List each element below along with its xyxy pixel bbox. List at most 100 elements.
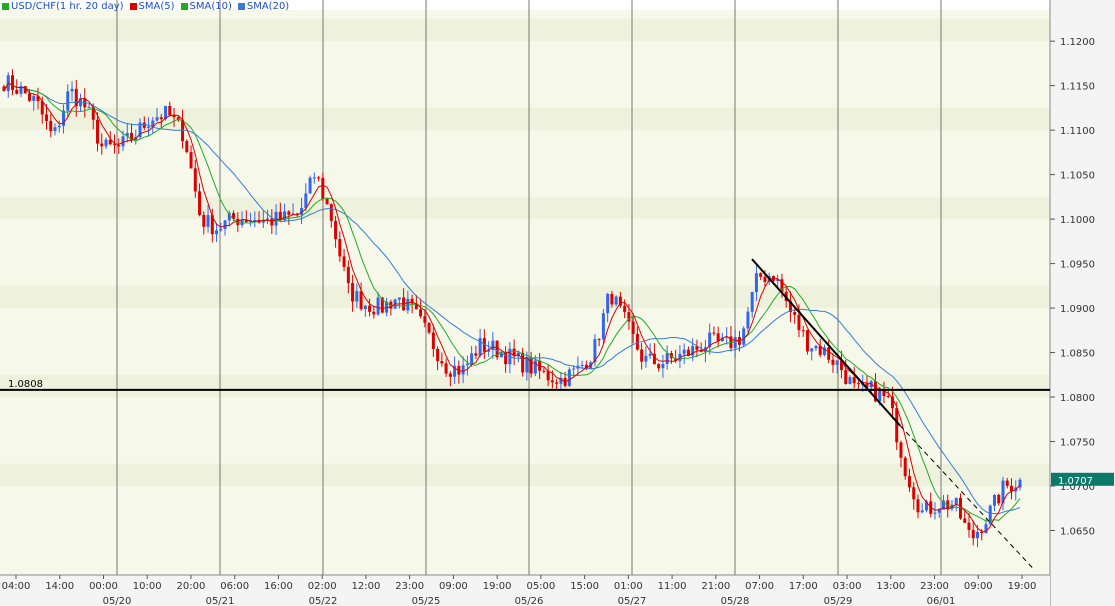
x-date-label: 05/22 [309,596,338,606]
candle-body [317,177,321,179]
candle-body [236,218,240,226]
candle-body [708,332,712,348]
candle-body [172,115,176,118]
candle-body [941,500,945,510]
candle-body [329,204,333,221]
x-tick-label: 01:00 [614,581,643,592]
candle-body [159,117,163,120]
candle-body [606,293,610,314]
candle-body [546,370,550,381]
candle-body [2,86,6,91]
candle-body [397,297,401,300]
x-tick-label: 05:00 [526,581,555,592]
candle-body [287,211,291,215]
legend-swatch-sma10 [180,3,188,10]
candle-body [652,353,656,365]
candle-body [376,297,380,315]
plot-band [0,196,1050,220]
candle-body [283,211,287,221]
candle-body [295,213,299,215]
x-tick-label: 06:00 [220,581,249,592]
candle-body [164,105,168,120]
candle-body [559,377,563,384]
candle-body [300,207,304,215]
candle-body [763,276,767,282]
legend-item-sma10: SMA(10) [180,1,232,12]
candle-body [584,364,588,369]
candle-body [631,321,635,334]
candle-body [270,218,274,226]
x-date-label: 05/26 [515,596,544,606]
y-tick-label: 1.1200 [1060,37,1095,48]
candle-body [495,340,499,358]
candle-body [627,311,631,322]
candle-body [40,101,44,115]
candle-body [406,298,410,311]
sma20-line [3,82,1021,515]
x-tick-label: 09:00 [439,581,468,592]
x-tick-label: 09:00 [964,581,993,592]
x-date-label: 06/01 [927,596,956,606]
candle-body [308,177,312,194]
candle-body [835,360,839,365]
x-tick-label: 04:00 [2,581,31,592]
candle-body [1001,480,1005,504]
candle-body [355,291,359,302]
candle-body [997,494,1001,504]
candle-body [206,215,210,227]
candle-body [521,352,525,373]
candle-body [954,498,958,505]
candle-body [457,365,461,375]
chart-legend: USD/CHF(1 hr. 20 day) SMA(5) SMA(10) SMA… [2,1,289,12]
candle-body [240,220,244,226]
candle-body [644,355,648,362]
candle-body [542,370,546,372]
candle-body [797,314,801,331]
trendline [751,258,901,427]
candle-body [933,512,937,514]
x-tick-label: 21:00 [701,581,730,592]
x-date-label: 05/21 [206,596,235,606]
plot-band [0,285,1050,309]
candle-body [759,273,763,277]
candle-body [499,352,503,358]
candle-body [975,532,979,539]
x-tick-label: 23:00 [920,581,949,592]
candle-body [895,408,899,443]
candle-body [427,322,431,333]
candle-body [70,88,74,92]
candle-body [601,313,605,340]
candle-body [440,361,444,364]
candle-body [487,349,491,352]
legend-item-sma5: SMA(5) [129,1,175,12]
candle-body [754,273,758,293]
candle-body [436,348,440,362]
candle-body [665,353,669,364]
candle-body [533,360,537,374]
x-tick-label: 14:00 [45,581,74,592]
candle-body [716,333,720,342]
candle-body [45,114,49,121]
candle-body [87,107,91,109]
candle-body [423,316,427,323]
candle-body [278,211,282,221]
candle-body [130,132,134,140]
candle-body [618,296,622,306]
candle-body [640,349,644,362]
candle-body [227,213,231,221]
x-tick-label: 11:00 [658,581,687,592]
candle-body [414,303,418,310]
candle-body [788,301,792,313]
candle-body [215,230,219,235]
candle-body [971,530,975,539]
candle-body [512,348,516,357]
candle-body [580,364,584,366]
x-tick-label: 19:00 [483,581,512,592]
last-price-label: 1.0707 [1058,476,1093,487]
candle-body [155,117,159,121]
candle-body [91,107,95,120]
candle-body [924,501,928,511]
candle-body [988,505,992,525]
candle-body [882,389,886,397]
